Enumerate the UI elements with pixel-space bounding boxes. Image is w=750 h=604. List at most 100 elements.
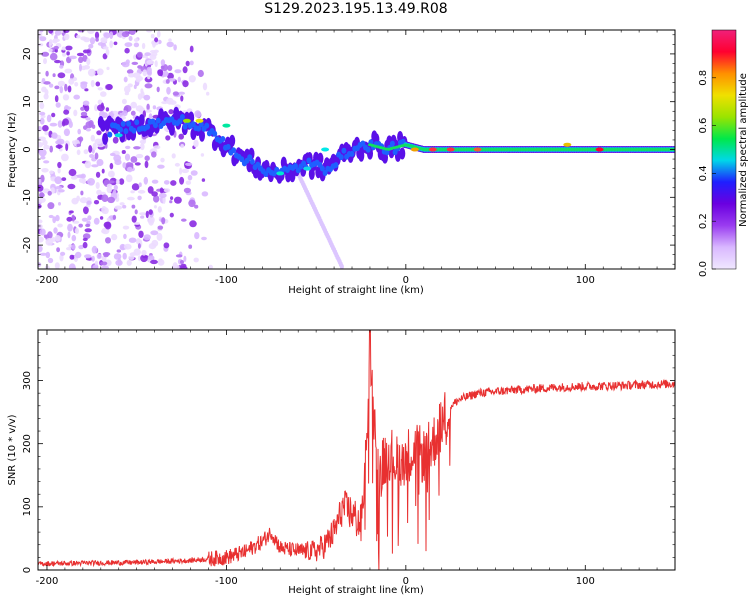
spectrogram-y-tick-label: 0 [22, 146, 33, 152]
spectrogram-noise-cell [64, 83, 68, 92]
spectrogram-noise-cell [137, 243, 141, 249]
spectrogram-ridge-mid [319, 165, 325, 172]
spectrogram-noise-cell [84, 254, 92, 259]
spectrogram-x-tick-label: -100 [215, 275, 238, 286]
spectrogram-noise-cell [113, 253, 122, 260]
spectrogram-noise-cell [67, 183, 76, 190]
spectrogram-noise-cell [77, 128, 81, 135]
spectrogram-noise-cell [95, 182, 100, 189]
spectrogram-noise-cell [134, 209, 138, 215]
spectrogram-noise-cell [115, 179, 120, 185]
spectrogram-x-label: Height of straight line (km) [288, 285, 424, 296]
spectrogram-ridge-mid [306, 157, 312, 164]
spectrogram-noise-cell [38, 43, 44, 47]
colorbar-frame [711, 29, 737, 270]
spectrogram-noise-cell [72, 220, 80, 224]
spectrogram-noise-cell [55, 144, 63, 149]
spectrogram-noise-cell [142, 69, 148, 77]
spectrogram-noise-cell [54, 59, 61, 64]
spectrogram-ridge-outer [168, 123, 175, 136]
spectrogram-noise-cell [72, 140, 76, 144]
spectrogram-ridge-mid [196, 125, 202, 132]
spectrogram-noise-cell [105, 237, 111, 244]
spectrogram-noise-cell [122, 252, 127, 260]
colorbar-bar [712, 30, 736, 269]
spectrogram-noise-cell [180, 95, 184, 102]
spectrogram-ridge-mid [220, 136, 226, 142]
spectrogram-noise-cell [180, 260, 184, 264]
spectrogram-noise-cell [83, 65, 91, 70]
spectrogram-noise-cell [156, 86, 160, 93]
spectrogram-noise-cell [41, 78, 46, 83]
spectrogram-noise-cell [111, 233, 118, 241]
snr-x-tick-label: -100 [215, 576, 238, 587]
spectrogram-noise-cell [76, 143, 81, 147]
spectrogram-noise-cell [54, 85, 60, 90]
spectrogram-noise-cell [177, 76, 181, 83]
spectrogram-noise-cell [157, 164, 165, 169]
spectrogram-noise-cell [61, 46, 66, 51]
spectrogram-noise-cell [137, 195, 142, 201]
spectrogram-noise-cell [80, 36, 87, 41]
spectrogram-noise-cell [144, 155, 150, 161]
spectrogram-noise-cell [43, 144, 50, 150]
spectrogram-noise-cell [80, 190, 84, 196]
spectrogram-noise-cell [56, 138, 65, 145]
spectrogram-noise-cell [78, 223, 83, 228]
spectrogram-ridge-mid [177, 118, 183, 125]
spectrogram-noise-cell [151, 179, 159, 184]
spectrogram-streak-cell [339, 263, 344, 269]
spectrogram-noise-cell [160, 59, 166, 66]
spectrogram-noise-cell [38, 177, 42, 184]
spectrogram-noise-cell [76, 35, 81, 39]
spectrogram-noise-cell [131, 215, 137, 223]
spectrogram-noise-cell [126, 69, 134, 74]
snr-y-label: SNR (10 * v/v) [7, 414, 18, 485]
spectrogram-ridge-mid [120, 120, 126, 127]
spectrogram-noise-cell [38, 197, 46, 203]
spectrogram-noise-cell [91, 255, 95, 262]
spectrogram-noise-cell [39, 117, 45, 125]
spectrogram-noise-cell [82, 100, 90, 106]
spectrogram-noise-cell [163, 180, 170, 185]
spectrogram-noise-cell [103, 32, 110, 39]
spectrogram-noise-cell [166, 97, 174, 105]
spectrogram-noise-cell [150, 259, 158, 265]
spectrogram-noise-cell [66, 216, 73, 222]
spectrogram-noise-cell [100, 91, 107, 97]
spectrogram-noise-cell [48, 30, 54, 34]
spectrogram-noise-cell [94, 152, 99, 160]
spectrogram-y-ticks: -20 -10 0 10 20 [22, 34, 675, 265]
spectrogram-noise-cell [90, 80, 95, 88]
spectrogram-noise-cell [61, 153, 69, 162]
spectrogram-noise-cell [100, 102, 104, 109]
spectrogram-noise-cell [101, 229, 106, 234]
spectrogram-noise-cell [62, 30, 70, 33]
spectrogram-hotspot [428, 147, 437, 152]
spectrogram-noise-cell [153, 145, 161, 150]
spectrogram-noise-cell [82, 237, 88, 242]
spectrogram-noise-cell [54, 176, 62, 185]
spectrogram-noise-cell [74, 227, 79, 234]
spectrogram-noise-cell [174, 162, 180, 167]
spectrogram-ridge-mid [190, 121, 196, 128]
spectrogram-ridge-mid [365, 146, 371, 153]
spectrogram-noise-cell [150, 34, 155, 39]
spectrogram-noise-cell [87, 68, 96, 77]
spectrogram-noise-cell [84, 160, 92, 169]
spectrogram-noise-cell [165, 135, 171, 141]
snr-y-tick-label: 0 [22, 567, 33, 573]
spectrogram-noise-cell [38, 149, 47, 157]
spectrogram-noise-cell [76, 52, 85, 57]
spectrogram-noise-cell [188, 75, 196, 83]
spectrogram-noise-cell [47, 190, 52, 196]
spectrogram-noise-cell [54, 235, 61, 242]
spectrogram-noise-cell [130, 110, 136, 116]
spectrogram-noise-cell [143, 234, 151, 241]
snr-series-line [38, 330, 675, 570]
spectrogram-noise-cell [145, 210, 149, 219]
spectrogram-noise-cell [168, 38, 172, 42]
spectrogram-noise-cell [194, 232, 200, 240]
